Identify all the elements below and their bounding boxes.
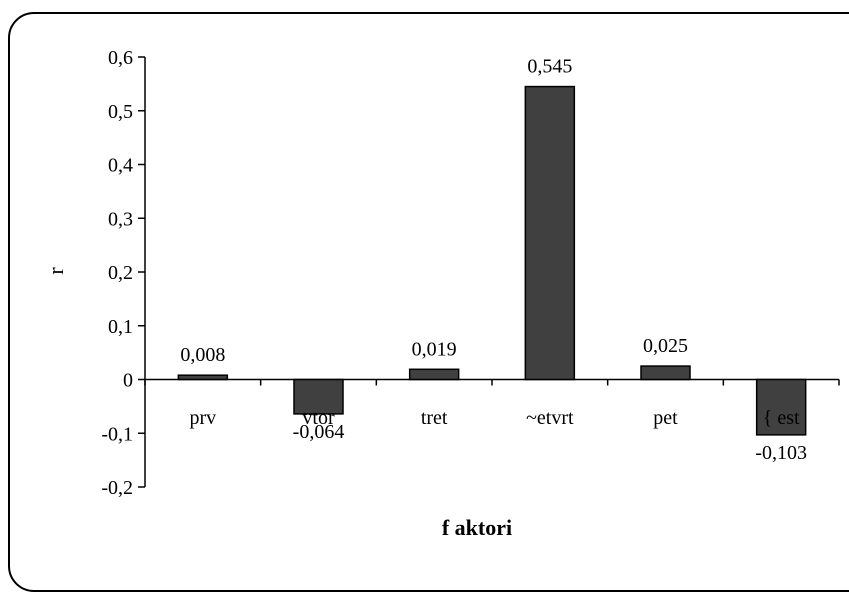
category-label: { est [763,407,800,429]
y-tick-label: 0,4 [108,155,133,177]
bar [408,368,460,381]
y-axis-title: r [43,267,68,275]
y-tick-label: 0,3 [108,208,133,230]
axes [138,56,840,488]
y-tick-label: 0,2 [108,262,133,284]
chart-frame [8,12,849,592]
category-label: tret [421,407,448,429]
category-label: vtor [302,407,335,429]
bar [755,378,807,436]
y-tick-label: 0,5 [108,101,133,123]
bar [177,374,229,381]
data-labels: 0,008 -0,064 0,019 0,545 0,025 -0,103 [180,56,807,464]
x-axis-title: f aktori [442,515,512,540]
bar [293,378,344,415]
data-label: 0,008 [180,344,225,366]
category-label: pet [653,407,678,429]
category-label: ~etvrt [526,407,574,429]
category-label: prv [189,407,216,429]
bar [524,85,576,381]
bar-chart: 0,6 0,5 0,4 0,3 0,2 0,1 0 -0,1 -0,2 prv vtor tret ~… [43,47,840,540]
data-label: -0,103 [755,442,807,464]
y-tick-label: 0,6 [108,47,133,69]
y-tick-labels: 0,6 0,5 0,4 0,3 0,2 0,1 0 -0,1 -0,2 [101,47,133,499]
y-tick-label: -0,1 [101,423,133,445]
y-tick-label: 0 [123,370,133,392]
y-tick-label: -0,2 [101,477,133,499]
data-label: -0,064 [293,421,345,443]
y-tick-label: 0,1 [108,316,133,338]
bar [640,365,691,381]
data-label: 0,019 [412,338,457,360]
data-label: 0,025 [643,335,688,357]
data-label: 0,545 [527,56,572,78]
bars [177,85,807,436]
category-labels: prv vtor tret ~etvrt pet { est [189,407,800,429]
